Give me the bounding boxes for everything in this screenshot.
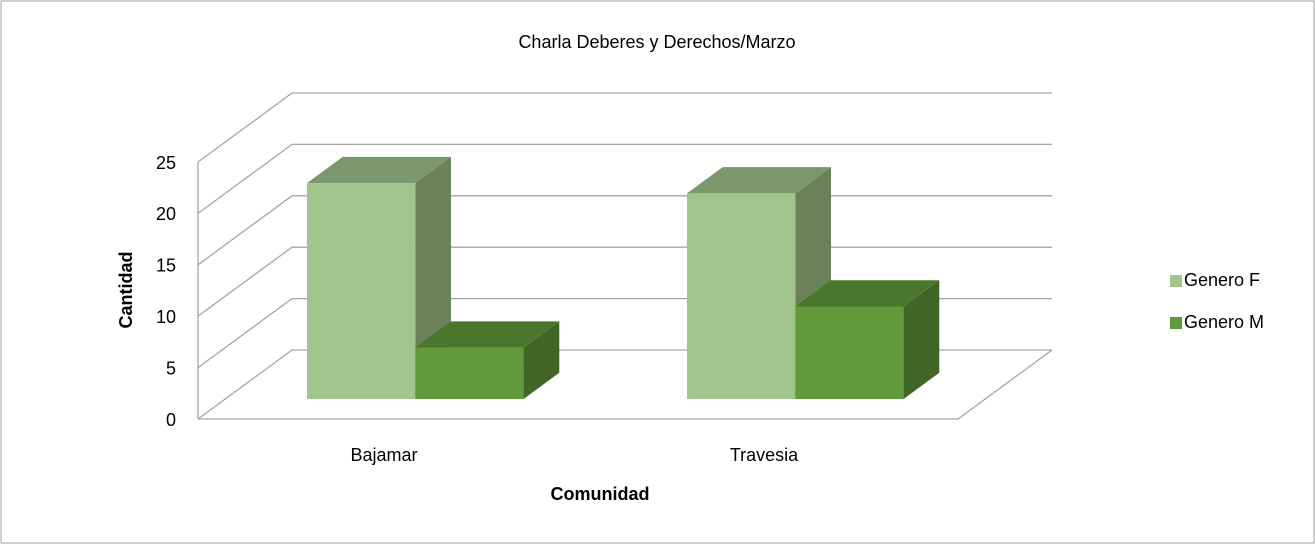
floor [198,349,1053,420]
bar-side [903,280,940,399]
grid-line [197,143,1052,214]
y-tick-label: 10 [156,307,176,327]
bar-side [523,321,560,399]
legend-swatch [1170,317,1182,329]
bar [795,306,904,399]
chart-title: Charla Deberes y Derechos/Marzo [518,32,795,52]
bar-top [306,156,451,184]
bar-top [415,321,560,348]
grid-line [197,92,1052,163]
x-axis-label: Comunidad [551,484,650,504]
legend-label: Genero M [1184,312,1264,332]
y-tick-label: 5 [166,358,176,378]
y-tick-label: 25 [156,153,176,173]
bar [306,183,416,399]
x-tick-label: Travesia [730,445,799,465]
bar [686,193,796,399]
bar-top [686,167,831,194]
y-axis-label: Cantidad [116,251,136,328]
x-tick-label: Bajamar [350,445,417,465]
legend-label: Genero F [1184,270,1260,290]
y-tick-label: 0 [166,410,176,430]
legend-swatch [1170,275,1182,287]
bar [415,347,524,399]
y-tick-label: 15 [156,256,176,276]
bar-top [795,280,940,307]
y-tick-label: 20 [156,204,176,224]
